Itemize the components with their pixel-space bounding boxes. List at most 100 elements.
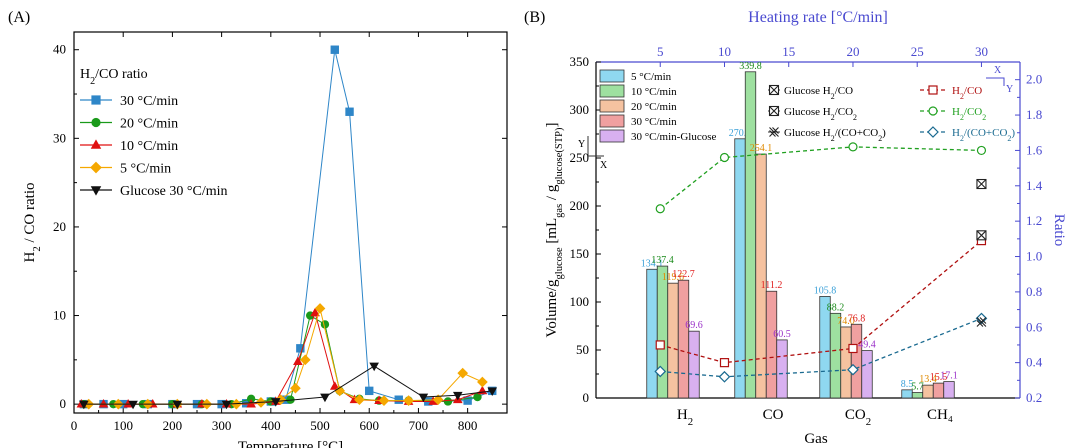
bar — [646, 268, 658, 399]
bar-value-label: 8.5 — [901, 379, 914, 390]
y2-tick-label: 0.4 — [1026, 355, 1043, 370]
y-tick-label: 300 — [570, 102, 590, 117]
data-point — [394, 395, 403, 404]
legend-marker — [928, 85, 938, 95]
data-point — [378, 395, 390, 406]
x2-tick-label: 15 — [782, 44, 795, 59]
data-point — [329, 381, 340, 390]
x-tick-label: 300 — [212, 418, 232, 433]
bar-value-label: 60.5 — [773, 329, 791, 340]
legend-entry: 20 °C/min — [120, 117, 178, 132]
y-tick-label: 50 — [576, 342, 589, 357]
bar — [776, 339, 788, 399]
bar-value-label: 339.8 — [739, 61, 762, 72]
bar — [861, 350, 873, 399]
glucose-point — [976, 230, 987, 241]
chart-a: 0 100 200 300 400 500 600 700 800 0 10 20 30 40 Temper… — [22, 31, 508, 448]
legend-entry: 10 °C/min — [120, 139, 178, 154]
ratio-point — [655, 204, 665, 214]
legend-entry: 5 °C/min — [120, 162, 171, 177]
data-point — [473, 392, 482, 402]
data-point — [403, 395, 414, 406]
y-axis-label: H2 / CO ratio — [22, 183, 43, 263]
data-point — [310, 307, 320, 317]
x2-axis-title: Heating rate [°C/min] — [748, 9, 888, 26]
x-tick-label: H2 — [677, 407, 693, 428]
y2-axis-label: Ratio — [1051, 214, 1067, 247]
bar-value-label: 88.2 — [827, 302, 845, 313]
bar — [932, 382, 945, 399]
data-point — [345, 107, 354, 116]
bar-value-label: 254.1 — [750, 143, 773, 154]
x-axis-label: Gas — [804, 431, 827, 447]
bar-value-label: 69.6 — [685, 320, 703, 331]
bar — [765, 290, 778, 399]
data-point — [369, 362, 379, 372]
bar-value-label: 134.1 — [641, 258, 664, 269]
x-tick-label: 0 — [71, 418, 78, 433]
legend-marker — [928, 106, 938, 116]
x-tick-label: CO2 — [845, 407, 871, 428]
bar — [667, 282, 679, 399]
ratio-point — [848, 343, 858, 354]
legend-entry: Glucose H2/CO2 — [784, 106, 857, 122]
y2-tick-label: 1.2 — [1026, 213, 1042, 228]
inset-x-label: X — [600, 160, 608, 171]
glucose-point — [976, 178, 987, 190]
legend-entry: H2/CO2 — [952, 106, 986, 122]
y-tick-label: 150 — [570, 246, 590, 261]
data-point — [330, 45, 339, 54]
y-tick-label: 250 — [570, 150, 590, 165]
bar — [677, 279, 690, 399]
legend-marker — [90, 139, 102, 149]
legend-entry: 30 °C/min-Glucose — [631, 131, 716, 143]
bar-value-label: 15.5 — [930, 372, 948, 383]
data-point — [290, 382, 301, 394]
legend-swatch — [599, 114, 625, 128]
data-point — [365, 386, 374, 396]
y2-tick-label: 1.4 — [1026, 178, 1043, 193]
bar-value-label: 122.7 — [672, 269, 695, 280]
data-point — [457, 367, 469, 379]
bar-value-label: 17.1 — [940, 371, 958, 382]
data-point — [299, 354, 311, 366]
y2-tick-label: 0.8 — [1026, 284, 1042, 299]
inset-axis-lines — [986, 77, 1005, 86]
data-point — [320, 393, 330, 403]
x-tick-label: 500 — [310, 418, 330, 433]
ratio-point — [719, 152, 730, 163]
x-tick-label: CH₄ — [927, 407, 953, 423]
bar-value-label: 137.4 — [651, 255, 674, 266]
bar-value-label: 76.8 — [848, 313, 866, 324]
x-tick-label: 800 — [458, 418, 478, 433]
x-tick-label: 700 — [409, 418, 429, 433]
bar — [840, 326, 852, 399]
inset-axis-lines — [587, 136, 604, 157]
legend-marker — [90, 161, 102, 174]
x2-tick-label: 25 — [911, 44, 924, 59]
x2-tick-label: 20 — [846, 44, 859, 59]
bar — [922, 384, 934, 399]
x-axis-label: Temperature [°C] — [238, 439, 343, 448]
y-tick-label: 40 — [53, 42, 66, 57]
bar-value-label: 119.6 — [662, 272, 684, 283]
data-point — [221, 400, 232, 410]
data-point — [452, 391, 463, 401]
data-point — [79, 400, 89, 410]
bar-value-label: 13.4 — [919, 374, 937, 385]
data-point — [477, 376, 488, 388]
legend-marker — [768, 84, 780, 96]
x-tick-label: 200 — [163, 418, 183, 433]
series-line — [81, 311, 483, 405]
y-tick-label: 350 — [570, 54, 590, 69]
y2-tick-label: 2.0 — [1026, 72, 1042, 87]
legend-entry: 5 °C/min — [631, 71, 672, 83]
y-axis-label: Volume/gglucose [mLgas / gglucose(STP)] — [544, 122, 565, 337]
legend-marker — [91, 117, 101, 128]
bar — [850, 323, 863, 399]
inset-y-label: Y — [578, 139, 585, 150]
legend-entry: 10 °C/min — [631, 86, 677, 98]
x2-tick-label: 5 — [657, 44, 664, 59]
legend-title: H2/CO ratio — [80, 67, 148, 87]
